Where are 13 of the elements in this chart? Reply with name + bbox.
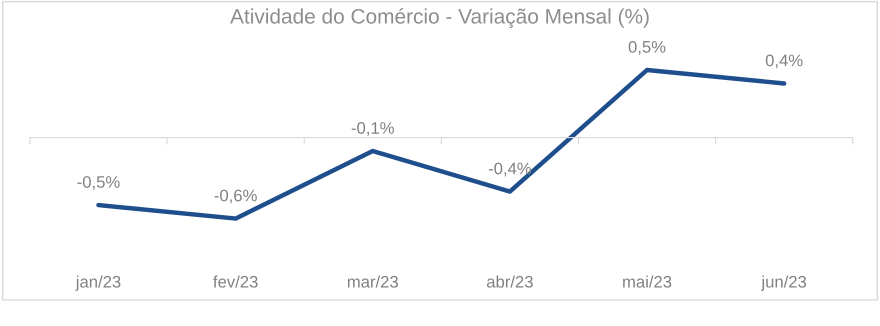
x-tick-label: jun/23: [761, 275, 806, 291]
data-label: 0,4%: [766, 54, 803, 68]
x-tick-label: fev/23: [213, 275, 258, 288]
x-tick-label: mai/23: [623, 275, 672, 288]
data-label: -0,6%: [214, 190, 257, 204]
x-tick-label: mar/23: [348, 275, 398, 288]
chart-title: Atividade do Comércio - Variação Mensal (%): [230, 8, 649, 28]
data-label: -0,5%: [77, 176, 120, 190]
data-label: -0,4%: [488, 162, 532, 176]
data-label: 0,5%: [628, 41, 666, 55]
x-tick-label: jan/23: [75, 275, 120, 291]
data-label: -0,1%: [352, 122, 394, 136]
x-tick-label: abr/23: [486, 275, 533, 288]
